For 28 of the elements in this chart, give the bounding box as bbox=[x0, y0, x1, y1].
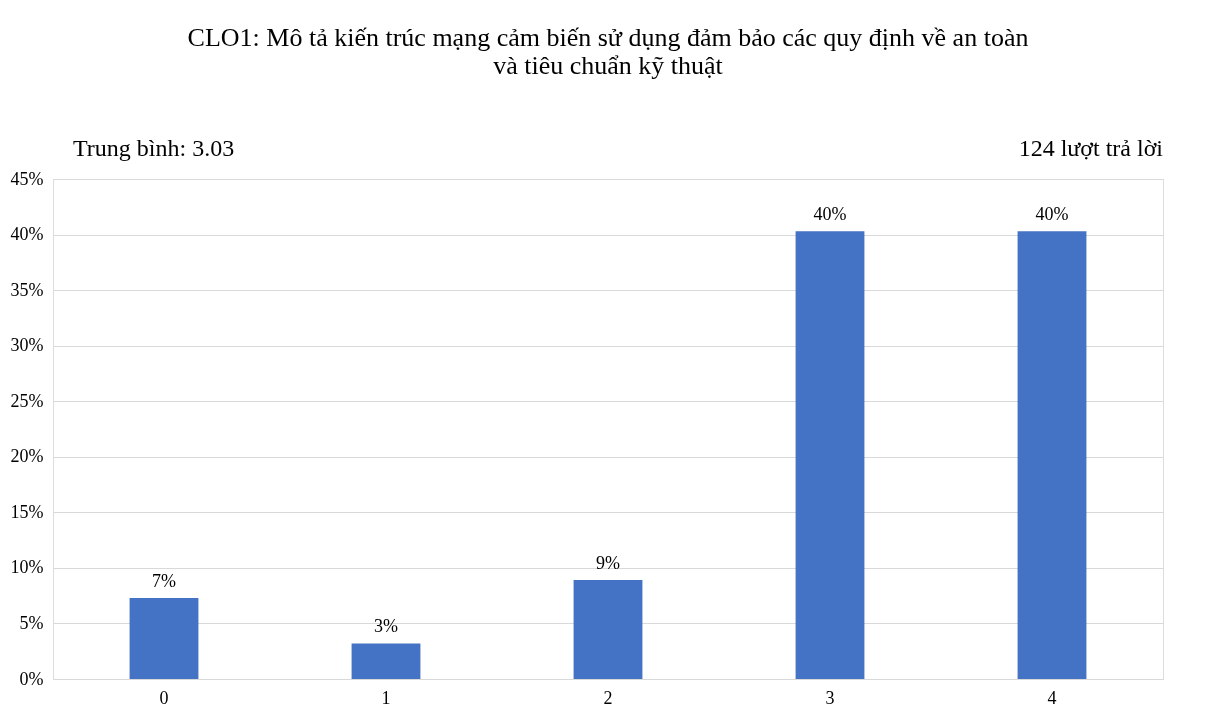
x-tick-label: 1 bbox=[381, 687, 391, 708]
y-tick-label: 15% bbox=[10, 501, 44, 522]
text: 124 lượt trả lời bbox=[1018, 135, 1164, 161]
x-tick-label: 0 bbox=[159, 687, 169, 708]
x-tick-label: 4 bbox=[1047, 687, 1057, 708]
y-tick-label: 5% bbox=[19, 612, 44, 633]
y-tick-label: 35% bbox=[10, 279, 44, 300]
data-label: 40% bbox=[1035, 204, 1069, 225]
bar bbox=[1017, 231, 1087, 679]
chart-title: CLO1: Mô tả kiến trúc mạng cảm biến sử dụng đảm bảo các quy định về an toàn và tiêu chuẩn kỹ thuật bbox=[187, 23, 1029, 80]
data-label: 3% bbox=[374, 616, 398, 637]
x-tick-label: 2 bbox=[603, 687, 613, 708]
y-tick-label: 20% bbox=[10, 446, 44, 467]
data-label: 9% bbox=[596, 553, 620, 574]
bar bbox=[129, 597, 199, 679]
y-tick-label: 30% bbox=[10, 335, 44, 356]
y-tick-label: 10% bbox=[10, 557, 44, 578]
bar bbox=[573, 580, 643, 679]
bar bbox=[795, 231, 865, 679]
text: Trung bình: 3.03 bbox=[73, 135, 235, 161]
y-tick-label: 40% bbox=[10, 224, 44, 245]
y-tick-label: 25% bbox=[10, 390, 44, 411]
data-label: 7% bbox=[152, 570, 176, 591]
data-label: 40% bbox=[813, 204, 847, 225]
y-tick-label: 45% bbox=[10, 168, 44, 189]
x-tick-label: 3 bbox=[825, 687, 835, 708]
y-tick-label: 0% bbox=[19, 668, 44, 689]
bar bbox=[351, 643, 421, 679]
